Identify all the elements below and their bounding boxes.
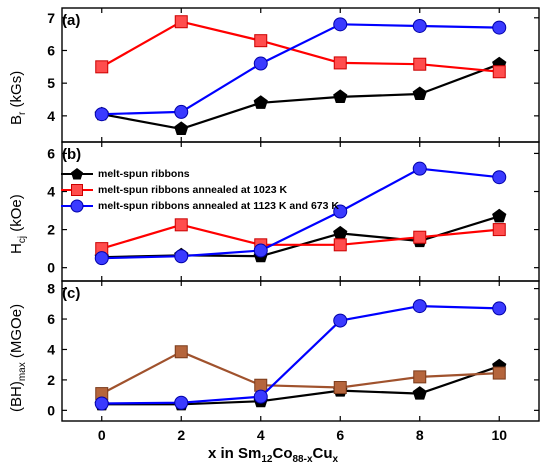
- legend-pentagon-icon: [61, 168, 93, 180]
- data-point-circle: [492, 301, 507, 316]
- legend-label-1123k-673k: melt-spun ribbons annealed at 1123 K and…: [98, 200, 339, 212]
- y-tick-label: 6: [47, 145, 55, 161]
- data-point-pentagon: [492, 208, 507, 223]
- data-point-pentagon: [412, 386, 427, 400]
- legend-item-1123k-673k: melt-spun ribbons annealed at 1123 K and…: [60, 198, 339, 214]
- data-point-circle: [94, 107, 109, 122]
- y-axis-label-b: Hcj (kOe): [8, 194, 28, 254]
- series-line: [101, 167, 500, 260]
- data-point-pentagon: [253, 95, 268, 109]
- data-point-pentagon: [174, 121, 189, 135]
- legend-circle-icon: [61, 199, 93, 213]
- series-line: [101, 350, 500, 395]
- data-point-circle: [94, 251, 109, 266]
- legend: melt-spun ribbons melt-spun ribbons anne…: [60, 166, 339, 214]
- x-tick-label: 6: [336, 427, 344, 443]
- data-point-circle: [333, 17, 348, 32]
- x-tick-label: 2: [177, 427, 185, 443]
- data-point-circle: [333, 204, 348, 219]
- data-point-circle: [94, 396, 109, 411]
- data-point-circle: [174, 249, 189, 264]
- legend-label-melt-spun: melt-spun ribbons: [98, 168, 190, 180]
- y-tick-label: 0: [47, 260, 55, 276]
- data-point-square: [333, 56, 347, 70]
- data-point-circle: [492, 20, 507, 35]
- data-point-circle: [412, 161, 427, 176]
- x-tick-label: 8: [416, 427, 424, 443]
- series-line: [101, 63, 500, 130]
- y-axis-label-c: (BH)max (MGOe): [8, 303, 28, 412]
- y-tick-label: 8: [47, 281, 55, 297]
- data-point-square: [413, 370, 427, 384]
- data-point-square: [333, 238, 347, 252]
- panel-label-a: (a): [62, 12, 81, 29]
- y-tick-label: 2: [47, 222, 55, 238]
- data-point-circle: [174, 104, 189, 119]
- y-tick-label: 6: [47, 311, 55, 327]
- x-tick-label: 0: [98, 427, 106, 443]
- data-point-circle: [253, 389, 268, 404]
- legend-label-1023k: melt-spun ribbons annealed at 1023 K: [98, 184, 288, 196]
- series-line: [101, 305, 500, 405]
- data-point-circle: [253, 243, 268, 258]
- y-axis-label-a: Br (kGs): [8, 70, 28, 125]
- y-tick-label: 5: [47, 75, 55, 91]
- data-point-pentagon: [412, 86, 427, 101]
- data-point-square: [174, 15, 188, 29]
- data-point-square: [333, 381, 347, 395]
- data-point-pentagon: [333, 89, 348, 103]
- data-point-circle: [333, 313, 348, 328]
- data-point-square: [174, 218, 188, 232]
- panel-label-b: (b): [62, 146, 82, 163]
- y-tick-label: 0: [47, 402, 55, 418]
- data-point-square: [492, 366, 506, 380]
- x-axis-title: x in Sm12Co88-xCux: [208, 445, 339, 465]
- panel-label-c: (c): [62, 285, 81, 302]
- data-point-square: [254, 378, 268, 392]
- data-point-square: [95, 60, 109, 74]
- y-tick-label: 4: [47, 108, 55, 124]
- panel-frame: [61, 280, 540, 422]
- y-tick-label: 2: [47, 372, 55, 388]
- x-tick-label: 4: [257, 427, 265, 443]
- data-point-circle: [492, 170, 507, 185]
- y-tick-label: 7: [47, 10, 55, 26]
- legend-square-icon: [61, 184, 93, 196]
- data-point-circle: [174, 395, 189, 410]
- data-point-square: [254, 34, 268, 48]
- data-point-pentagon: [333, 225, 348, 240]
- series-line: [101, 20, 500, 73]
- x-tick-label: 10: [491, 427, 507, 443]
- data-point-square: [413, 57, 427, 71]
- data-point-square: [174, 345, 188, 359]
- data-point-square: [492, 65, 506, 79]
- data-point-circle: [253, 56, 268, 71]
- data-point-circle: [412, 18, 427, 33]
- y-tick-label: 4: [47, 341, 55, 357]
- legend-item-1023k: melt-spun ribbons annealed at 1023 K: [60, 182, 339, 198]
- series-line: [101, 365, 500, 406]
- y-tick-label: 4: [47, 184, 55, 200]
- series-line: [101, 23, 500, 116]
- data-point-square: [413, 230, 427, 244]
- data-point-circle: [412, 299, 427, 314]
- data-point-square: [492, 223, 506, 237]
- series-line: [101, 215, 500, 259]
- series-line: [101, 223, 500, 250]
- y-tick-label: 6: [47, 42, 55, 58]
- legend-item-melt-spun: melt-spun ribbons: [60, 166, 339, 182]
